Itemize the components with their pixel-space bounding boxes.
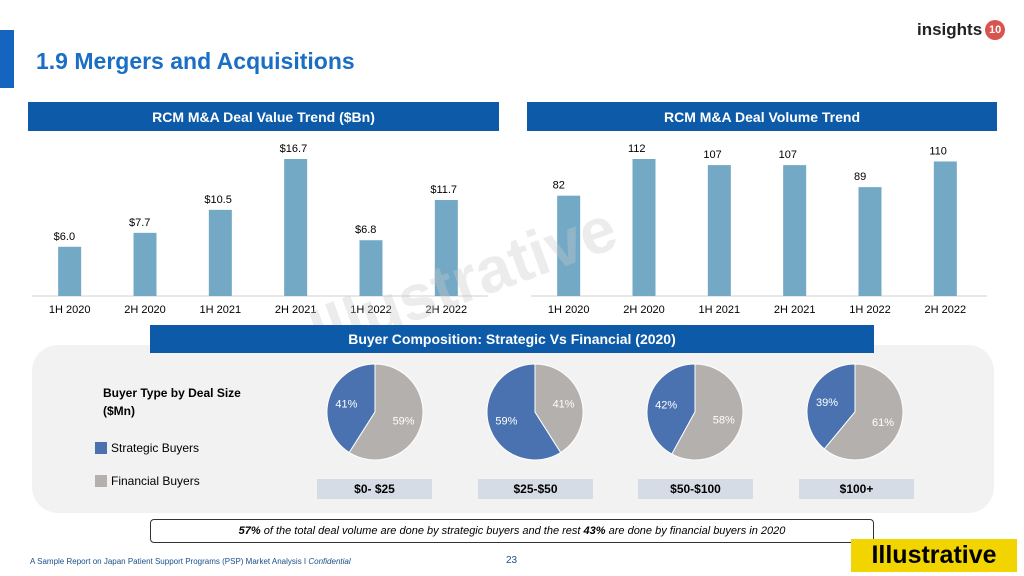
banner-deal-value: RCM M&A Deal Value Trend ($Bn) — [28, 102, 499, 131]
value-tick-label: 1H 2022 — [350, 304, 392, 316]
value-bar — [434, 200, 458, 296]
legend-strategic-label: Strategic Buyers — [111, 441, 200, 455]
volume-data-label: 82 — [553, 180, 565, 192]
value-data-label: $16.7 — [280, 143, 308, 155]
value-tick-label: 2H 2022 — [426, 304, 468, 316]
value-bar — [359, 240, 383, 296]
legend-title: Buyer Type by Deal Size ($Mn) — [103, 386, 241, 418]
deal-value-chart: $6.0 1H 2020 $7.7 2H 2020 $10.5 1H 2021 $16.7 2… — [32, 143, 488, 316]
value-data-label: $7.7 — [129, 217, 150, 229]
logo-badge: 10 — [985, 20, 1006, 40]
footer-confidential: Confidential — [308, 557, 351, 566]
volume-tick-label: 2H 2020 — [623, 304, 665, 316]
volume-bar — [557, 195, 581, 296]
page-number: 23 — [506, 555, 518, 566]
page-title: 1.9 Mergers and Acquisitions — [36, 48, 355, 74]
note-financial-pct: 43% — [583, 525, 606, 537]
range-label-4: $100+ — [799, 479, 914, 499]
volume-bar — [933, 161, 957, 296]
deal-volume-chart: 82 1H 2020 112 2H 2020 107 1H 2021 107 2H 2021 8… — [531, 143, 987, 316]
banner-buyer-composition: Buyer Composition: Strategic Vs Financia… — [150, 325, 874, 353]
volume-data-label: 110 — [929, 145, 947, 157]
accent-bar — [0, 30, 14, 88]
volume-bar — [858, 187, 882, 296]
volume-bar — [707, 165, 731, 296]
volume-tick-label: 1H 2021 — [699, 304, 741, 316]
volume-tick-label: 2H 2021 — [774, 304, 816, 316]
note-mid: of the total deal volume are done by str… — [260, 525, 584, 537]
legend-financial-label: Financial Buyers — [111, 474, 200, 488]
volume-bar — [632, 159, 656, 296]
summary-note: 57% of the total deal volume are done by… — [150, 519, 874, 543]
range-label-1: $0- $25 — [317, 479, 432, 499]
value-data-label: $11.7 — [430, 184, 457, 196]
banner-deal-volume: RCM M&A Deal Volume Trend — [527, 102, 997, 131]
volume-data-label: 112 — [628, 143, 646, 155]
value-tick-label: 1H 2020 — [49, 304, 91, 316]
legend-strategic-swatch — [95, 442, 107, 454]
range-label-3: $50-$100 — [638, 479, 753, 499]
range-label-2: $25-$50 — [478, 479, 593, 499]
value-bar — [133, 232, 157, 296]
value-bar — [58, 246, 82, 296]
value-tick-label: 2H 2020 — [124, 304, 166, 316]
footer: A Sample Report on Japan Patient Support… — [30, 557, 351, 566]
legend-financial: Financial Buyers — [95, 474, 200, 488]
note-post: are done by financial buyers in 2020 — [605, 525, 786, 537]
value-data-label: $6.0 — [54, 231, 75, 243]
volume-tick-label: 2H 2022 — [925, 304, 967, 316]
volume-bar — [783, 165, 807, 296]
value-data-label: $6.8 — [355, 224, 376, 236]
value-bar — [284, 159, 308, 296]
volume-tick-label: 1H 2022 — [849, 304, 891, 316]
value-bar — [208, 209, 232, 296]
volume-data-label: 107 — [779, 149, 797, 161]
value-tick-label: 2H 2021 — [275, 304, 317, 316]
value-data-label: $10.5 — [204, 194, 232, 206]
logo: insights 10 — [917, 20, 1006, 40]
illustrative-stamp: Illustrative — [851, 539, 1017, 572]
volume-tick-label: 1H 2020 — [548, 304, 590, 316]
footer-text: A Sample Report on Japan Patient Support… — [30, 557, 307, 566]
logo-text: insights — [917, 20, 983, 39]
volume-data-label: 89 — [854, 171, 866, 183]
volume-data-label: 107 — [703, 149, 721, 161]
legend-financial-swatch — [95, 475, 107, 487]
value-tick-label: 1H 2021 — [200, 304, 242, 316]
legend-strategic: Strategic Buyers — [95, 441, 199, 455]
note-strategic-pct: 57% — [238, 525, 261, 537]
